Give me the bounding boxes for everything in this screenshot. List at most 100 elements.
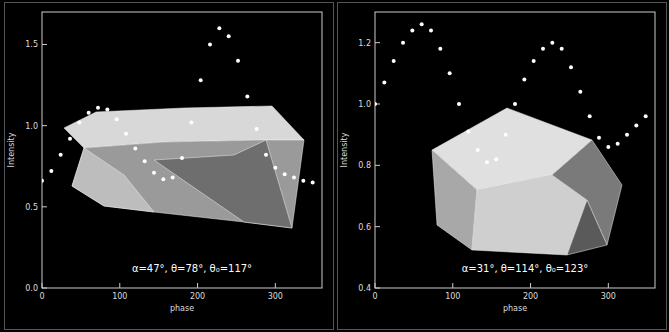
data-point	[597, 136, 601, 140]
asteroid-facet	[72, 148, 154, 212]
y-tick	[375, 42, 380, 43]
data-point	[457, 102, 461, 106]
x-tick-label: 100	[112, 292, 127, 301]
data-point	[301, 179, 305, 183]
data-point	[199, 78, 203, 82]
annotation: α=47°, θ=78°, θ₀=117°	[132, 263, 252, 274]
data-point	[189, 120, 193, 124]
data-point	[42, 179, 44, 183]
data-point	[429, 28, 433, 32]
data-point	[311, 180, 315, 184]
data-point	[375, 102, 377, 106]
y-tick-label: 0.4	[358, 284, 371, 293]
data-point	[236, 59, 240, 63]
x-axis-label: phase	[170, 304, 194, 313]
x-tick	[197, 283, 198, 288]
data-point	[161, 177, 165, 181]
data-point	[264, 153, 268, 157]
x-tick	[452, 283, 453, 288]
panel-frame	[338, 3, 667, 330]
y-tick	[42, 288, 47, 289]
data-point	[392, 59, 396, 63]
x-tick-label: 0	[372, 292, 377, 301]
data-point	[292, 176, 296, 180]
data-point	[550, 41, 554, 45]
data-point	[96, 106, 100, 110]
x-tick	[42, 283, 43, 288]
x-tick	[530, 283, 531, 288]
x-tick-label: 300	[601, 292, 616, 301]
panel: 01002003000.40.60.81.01.2phaseIntensityα…	[338, 3, 667, 330]
data-point	[68, 137, 72, 141]
data-point	[49, 169, 53, 173]
marks	[375, 22, 648, 164]
y-tick-label: 0.0	[25, 284, 38, 293]
data-point	[560, 47, 564, 51]
data-point	[485, 160, 489, 164]
data-point	[217, 26, 221, 30]
y-tick-label: 0.8	[358, 161, 371, 170]
data-point	[143, 159, 147, 163]
data-point	[180, 156, 184, 160]
data-point	[504, 133, 508, 137]
data-point	[133, 146, 137, 150]
x-tick	[608, 283, 609, 288]
y-tick	[375, 165, 380, 166]
x-tick	[119, 283, 120, 288]
y-axis-label: Intensity	[340, 132, 349, 167]
data-point	[588, 114, 592, 118]
background	[0, 0, 669, 332]
data-point	[513, 102, 517, 106]
data-point	[569, 65, 573, 69]
data-point	[255, 127, 259, 131]
data-point	[105, 107, 109, 111]
data-point	[401, 41, 405, 45]
data-point	[522, 77, 526, 81]
y-tick-label: 1.5	[25, 40, 38, 49]
data-point	[208, 42, 212, 46]
plot-frame	[375, 12, 655, 288]
plot-frame	[42, 12, 322, 288]
annotation-bg	[460, 262, 591, 275]
data-point	[476, 148, 480, 152]
y-tick-label: 0.6	[358, 223, 371, 232]
data-point	[171, 176, 175, 180]
y-axis-label: Intensity	[7, 132, 16, 167]
data-point	[227, 34, 231, 38]
data-point	[616, 142, 620, 146]
data-point	[115, 117, 119, 121]
data-point	[494, 157, 498, 161]
x-tick-label: 100	[445, 292, 460, 301]
data-point	[77, 120, 81, 124]
y-tick-label: 0.5	[25, 203, 38, 212]
y-tick	[375, 288, 380, 289]
x-tick	[375, 283, 376, 288]
data-point	[532, 59, 536, 63]
panel-frame	[5, 3, 334, 330]
figure: 0 100 200 300 0.0 0.5 1.0 1.5 phase Intensity α=47…	[0, 0, 669, 332]
x-axis-label: phase	[503, 304, 527, 313]
data-point	[466, 130, 470, 134]
data-point	[606, 145, 610, 149]
annotation-bg	[130, 262, 254, 275]
y-tick	[42, 125, 47, 126]
data-point	[541, 47, 545, 51]
data-point	[245, 94, 249, 98]
y-tick-label: 1.0	[358, 100, 371, 109]
data-point	[152, 171, 156, 175]
asteroid-facet	[72, 140, 304, 228]
x-tick-label: 200	[190, 292, 205, 301]
data-point	[410, 28, 414, 32]
data-point	[420, 22, 424, 26]
y-tick	[42, 44, 47, 45]
data-point	[625, 133, 629, 137]
panel: 01002003000.00.51.01.5phaseIntensityα=47…	[5, 3, 334, 330]
marks	[42, 26, 315, 184]
data-point	[382, 81, 386, 85]
data-point	[634, 123, 638, 127]
data-point	[438, 47, 442, 51]
annotation: α=31°, θ=114°, θ₀=123°	[462, 263, 589, 274]
data-point	[273, 166, 277, 170]
x-tick-label: 200	[523, 292, 538, 301]
x-tick-label: 300	[268, 292, 283, 301]
